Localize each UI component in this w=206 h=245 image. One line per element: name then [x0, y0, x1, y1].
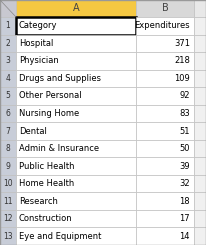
Text: 8: 8 — [6, 144, 10, 153]
Text: 13: 13 — [3, 232, 13, 241]
Bar — [0, 227, 16, 245]
Text: 14: 14 — [179, 232, 190, 241]
Bar — [0, 17, 16, 35]
Text: Nursing Home: Nursing Home — [19, 109, 79, 118]
Bar — [16, 157, 136, 175]
Text: 18: 18 — [179, 197, 190, 206]
Bar — [194, 17, 206, 35]
Text: 2: 2 — [6, 39, 10, 48]
Text: Construction: Construction — [19, 214, 73, 223]
Bar — [0, 0, 16, 17]
Bar — [0, 35, 16, 52]
Text: Admin & Insurance: Admin & Insurance — [19, 144, 99, 153]
Text: Hospital: Hospital — [19, 39, 53, 48]
Bar — [16, 17, 136, 35]
Text: 51: 51 — [179, 126, 190, 135]
Text: Public Health: Public Health — [19, 161, 75, 171]
Bar — [136, 70, 194, 87]
Bar — [16, 140, 136, 157]
Text: Dental: Dental — [19, 126, 47, 135]
Bar — [136, 105, 194, 122]
Bar — [136, 192, 194, 210]
Bar — [16, 175, 136, 192]
Bar — [0, 87, 16, 105]
Bar — [0, 105, 16, 122]
Bar — [0, 140, 16, 157]
Text: Drugs and Supplies: Drugs and Supplies — [19, 74, 101, 83]
Bar — [16, 70, 136, 87]
Text: 371: 371 — [174, 39, 190, 48]
Bar — [136, 0, 194, 17]
Text: B: B — [162, 3, 168, 13]
Bar — [16, 192, 136, 210]
Text: A: A — [73, 3, 79, 13]
Bar — [136, 87, 194, 105]
Text: Expenditures: Expenditures — [134, 21, 190, 30]
Bar — [16, 227, 136, 245]
Text: 39: 39 — [179, 161, 190, 171]
Bar — [194, 210, 206, 227]
Bar — [0, 52, 16, 70]
Bar — [16, 210, 136, 227]
Bar — [0, 210, 16, 227]
Bar — [194, 105, 206, 122]
Bar — [0, 157, 16, 175]
Bar — [136, 140, 194, 157]
Bar — [136, 35, 194, 52]
Bar — [0, 192, 16, 210]
Bar — [16, 87, 136, 105]
Bar — [0, 70, 16, 87]
Text: 9: 9 — [6, 161, 11, 171]
Bar — [16, 35, 136, 52]
Bar — [194, 157, 206, 175]
Text: 218: 218 — [174, 56, 190, 65]
Text: Eye and Equipment: Eye and Equipment — [19, 232, 101, 241]
Bar — [16, 52, 136, 70]
Bar — [194, 122, 206, 140]
Bar — [136, 157, 194, 175]
Bar — [16, 105, 136, 122]
Bar — [136, 227, 194, 245]
Bar — [16, 17, 136, 35]
Bar — [194, 70, 206, 87]
Bar — [136, 17, 194, 35]
Text: Home Health: Home Health — [19, 179, 74, 188]
Bar — [194, 87, 206, 105]
Text: 3: 3 — [6, 56, 11, 65]
Bar — [16, 122, 136, 140]
Text: Other Personal: Other Personal — [19, 91, 82, 100]
Text: 4: 4 — [6, 74, 11, 83]
Text: 11: 11 — [3, 197, 13, 206]
Bar — [194, 227, 206, 245]
Text: 17: 17 — [179, 214, 190, 223]
Text: Physician: Physician — [19, 56, 59, 65]
Text: 6: 6 — [6, 109, 11, 118]
Bar — [194, 0, 206, 17]
Text: 1: 1 — [6, 21, 10, 30]
Text: 32: 32 — [179, 179, 190, 188]
Text: 12: 12 — [3, 214, 13, 223]
Text: 109: 109 — [174, 74, 190, 83]
Bar — [194, 140, 206, 157]
Bar — [136, 52, 194, 70]
Text: 10: 10 — [3, 179, 13, 188]
Bar — [0, 175, 16, 192]
Text: 83: 83 — [179, 109, 190, 118]
Text: 92: 92 — [179, 91, 190, 100]
Text: 5: 5 — [6, 91, 11, 100]
Text: Research: Research — [19, 197, 58, 206]
Bar — [0, 122, 16, 140]
Bar — [194, 52, 206, 70]
Bar — [136, 122, 194, 140]
Bar — [194, 175, 206, 192]
Bar — [16, 0, 136, 17]
Bar — [194, 192, 206, 210]
Bar — [194, 35, 206, 52]
Bar — [136, 175, 194, 192]
Text: Category: Category — [19, 21, 57, 30]
Text: 50: 50 — [179, 144, 190, 153]
Text: 7: 7 — [6, 126, 11, 135]
Bar — [136, 210, 194, 227]
